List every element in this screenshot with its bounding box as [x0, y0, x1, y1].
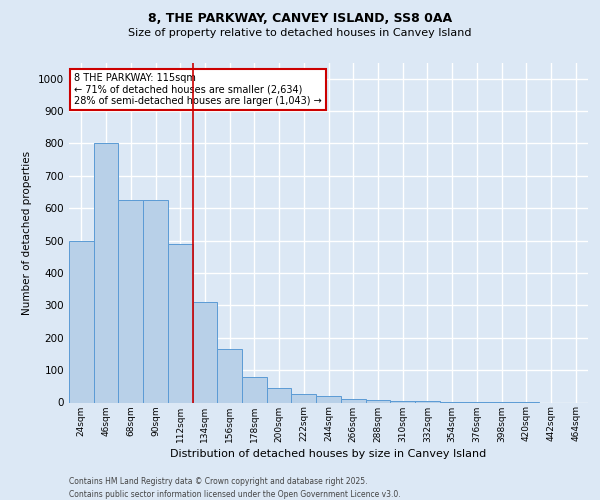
- Bar: [390, 401, 415, 402]
- Bar: [415, 401, 440, 402]
- Bar: [217, 349, 242, 403]
- Text: Size of property relative to detached houses in Canvey Island: Size of property relative to detached ho…: [128, 28, 472, 38]
- Text: 8 THE PARKWAY: 115sqm
← 71% of detached houses are smaller (2,634)
28% of semi-d: 8 THE PARKWAY: 115sqm ← 71% of detached …: [74, 72, 322, 106]
- Text: 8, THE PARKWAY, CANVEY ISLAND, SS8 0AA: 8, THE PARKWAY, CANVEY ISLAND, SS8 0AA: [148, 12, 452, 26]
- Bar: [292, 394, 316, 402]
- Bar: [143, 200, 168, 402]
- Bar: [341, 400, 365, 402]
- Bar: [316, 396, 341, 402]
- Y-axis label: Number of detached properties: Number of detached properties: [22, 150, 32, 314]
- Bar: [365, 400, 390, 402]
- Text: Contains public sector information licensed under the Open Government Licence v3: Contains public sector information licen…: [69, 490, 401, 499]
- Bar: [118, 200, 143, 402]
- Bar: [168, 244, 193, 402]
- Bar: [242, 376, 267, 402]
- Text: Contains HM Land Registry data © Crown copyright and database right 2025.: Contains HM Land Registry data © Crown c…: [69, 478, 367, 486]
- Bar: [94, 144, 118, 402]
- Bar: [69, 240, 94, 402]
- Bar: [193, 302, 217, 402]
- X-axis label: Distribution of detached houses by size in Canvey Island: Distribution of detached houses by size …: [170, 448, 487, 458]
- Bar: [267, 388, 292, 402]
